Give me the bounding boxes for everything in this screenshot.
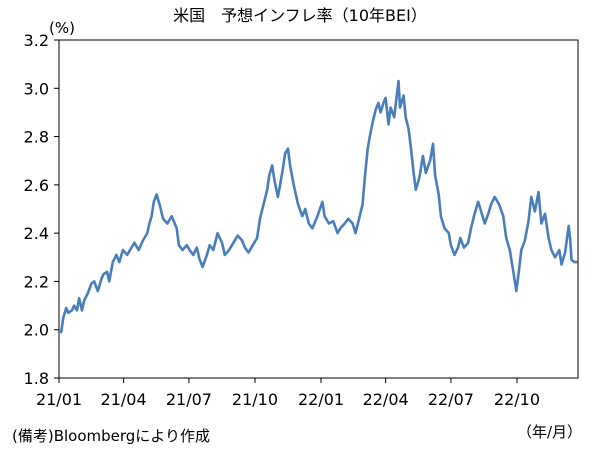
- series-lines: [59, 79, 578, 334]
- x-axis-unit: （年/月）: [517, 423, 582, 441]
- x-tick-label: 21/04: [101, 390, 147, 409]
- plot-area: [58, 39, 579, 379]
- y-tick-label: 2.8: [24, 128, 49, 147]
- y-tick-label: 2.4: [24, 224, 49, 243]
- y-tick-label: 2.2: [24, 272, 49, 291]
- x-tick-label: 21/01: [36, 390, 82, 409]
- chart-title: 米国 予想インフレ率（10年BEI）: [173, 6, 427, 25]
- x-tick-label: 22/01: [298, 390, 344, 409]
- x-tick-label: 21/07: [166, 390, 212, 409]
- source-note: (備考)Bloombergにより作成: [12, 427, 210, 445]
- y-axis: 1.8 2.0 2.2 2.4 2.6 2.8 3.0 3.2: [24, 31, 59, 388]
- x-tick-label: 22/04: [363, 390, 409, 409]
- y-axis-unit: (%): [49, 19, 75, 37]
- y-tick-label: 3.2: [24, 31, 49, 50]
- y-tick-label: 2.6: [24, 176, 49, 195]
- x-axis: 21/01 21/04 21/07 21/10 22/01 22/04 22/07 22/10: [36, 378, 540, 409]
- series-line-0: [59, 79, 578, 334]
- y-tick-label: 2.0: [24, 321, 49, 340]
- y-tick-label: 1.8: [24, 369, 49, 388]
- y-tick-label: 3.0: [24, 79, 49, 98]
- x-tick-label: 21/10: [232, 390, 278, 409]
- x-tick-label: 22/10: [494, 390, 540, 409]
- x-tick-label: 22/07: [428, 390, 474, 409]
